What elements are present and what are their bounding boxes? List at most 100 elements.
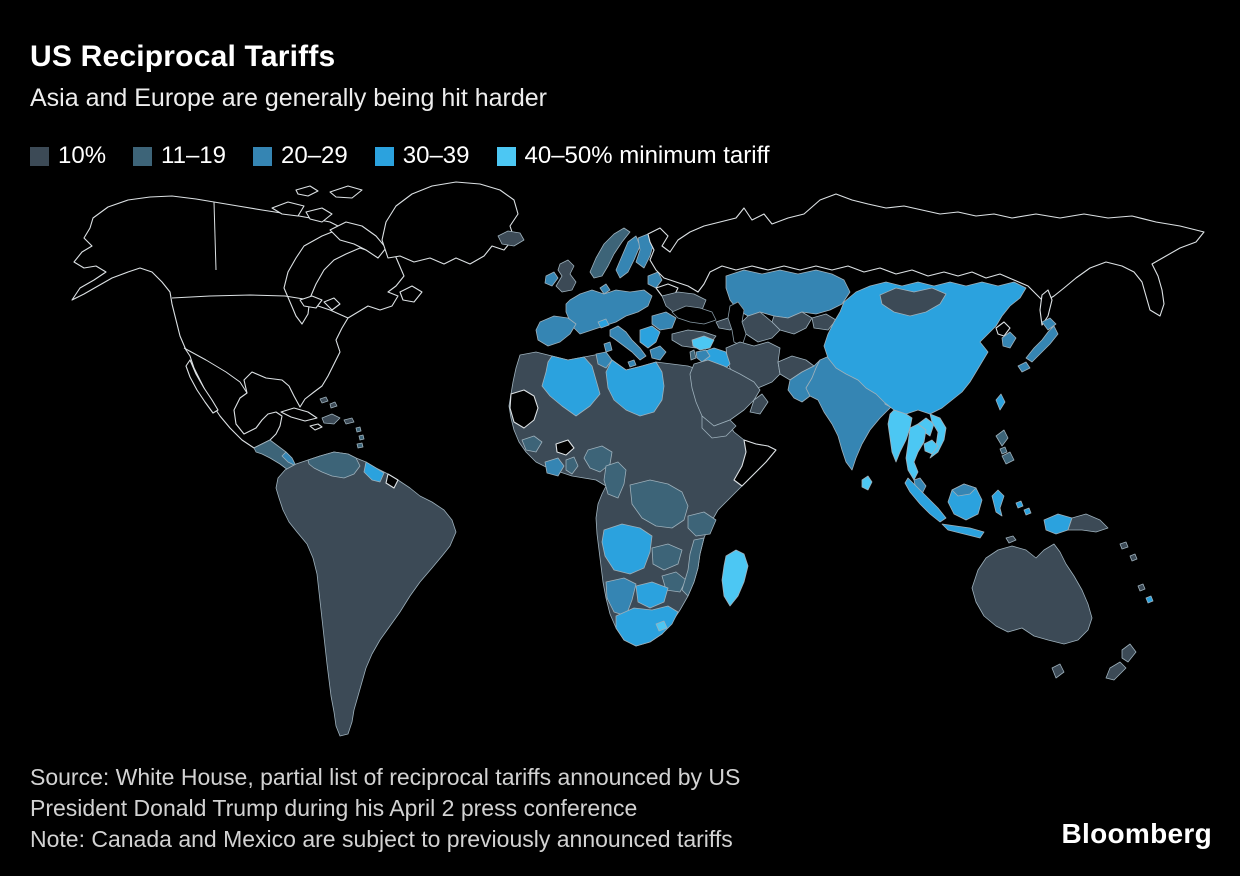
region-russia xyxy=(647,193,1205,317)
region-baltics xyxy=(647,271,663,289)
legend-label-10: 10% xyxy=(58,142,107,169)
region-new-zealand xyxy=(1105,643,1137,681)
region-jamaica xyxy=(309,423,323,431)
region-ghana xyxy=(565,456,579,475)
region-syria xyxy=(691,335,715,351)
legend-label-40-50: 40–50% minimum tariff xyxy=(524,142,770,169)
region-iceland xyxy=(497,230,525,247)
legend-item-10: 10% xyxy=(30,142,106,170)
region-guyana xyxy=(363,461,385,483)
legend-swatch-11-19 xyxy=(133,146,153,166)
region-south-america xyxy=(275,451,457,737)
region-tanzania xyxy=(687,511,717,537)
region-nigeria xyxy=(583,445,613,473)
source-line-1: Source: White House, partial list of rec… xyxy=(30,764,741,790)
region-vietnam xyxy=(929,413,947,459)
region-french-guiana xyxy=(385,473,399,489)
region-myanmar xyxy=(887,409,913,463)
region-baja xyxy=(185,359,219,414)
header: US Reciprocal Tariffs Asia and Europe ar… xyxy=(30,40,547,113)
legend-swatch-30-39 xyxy=(374,146,394,166)
region-ireland xyxy=(544,271,559,287)
black-sea xyxy=(671,305,717,325)
region-cote-divoire xyxy=(544,457,565,477)
region-algeria xyxy=(541,355,601,417)
region-greece xyxy=(649,345,667,361)
region-libya xyxy=(605,359,665,417)
region-oman xyxy=(749,393,769,415)
region-china xyxy=(823,281,1027,415)
region-south-africa xyxy=(615,605,679,647)
region-hispaniola xyxy=(321,413,341,425)
region-fiji xyxy=(1145,595,1154,604)
region-venezuela xyxy=(307,451,361,479)
page-title: US Reciprocal Tariffs xyxy=(30,40,336,73)
region-sulawesi xyxy=(991,489,1005,517)
region-kazakhstan xyxy=(725,269,851,319)
region-nicaragua xyxy=(281,451,297,467)
region-switzerland xyxy=(597,318,610,329)
region-java xyxy=(941,523,985,539)
region-west-papua xyxy=(1043,513,1073,535)
region-cuba xyxy=(280,407,318,422)
region-romania-bulgaria xyxy=(651,311,677,331)
legend-item-40-50: 40–50% minimum tariff xyxy=(496,142,770,170)
region-australia xyxy=(971,543,1093,645)
region-drc xyxy=(629,479,689,529)
region-central-europe xyxy=(565,289,653,335)
region-sumatra xyxy=(904,477,947,523)
source-line-2: President Donald Trump during his April … xyxy=(30,795,638,821)
region-cameroon-gabon xyxy=(603,461,627,499)
region-balkans xyxy=(639,325,661,349)
region-saudi-arabia xyxy=(689,359,761,427)
legend-label-20-29: 20–29 xyxy=(281,142,348,169)
region-norway xyxy=(589,227,631,279)
region-philippines xyxy=(995,429,1015,465)
region-bahamas xyxy=(319,396,338,409)
region-tasmania xyxy=(1051,663,1065,679)
region-somalia xyxy=(733,439,777,487)
region-tunisia xyxy=(595,351,613,369)
region-mozambique xyxy=(681,537,705,597)
region-timor xyxy=(1005,535,1017,544)
region-taiwan xyxy=(995,393,1006,411)
region-denmark xyxy=(599,283,611,295)
legend-swatch-10 xyxy=(30,146,49,166)
region-thailand xyxy=(905,423,927,481)
region-uk xyxy=(555,259,577,293)
source-note: Source: White House, partial list of rec… xyxy=(30,762,740,855)
region-western-sahara-mauritania xyxy=(509,389,539,429)
region-yemen xyxy=(701,415,737,439)
region-madagascar xyxy=(721,549,749,607)
border-alaska-canada xyxy=(213,201,217,271)
legend-label-30-39: 30–39 xyxy=(402,142,470,169)
region-burkina-faso xyxy=(555,439,575,456)
region-mongolia xyxy=(879,287,947,317)
region-guinea xyxy=(521,435,543,453)
legend-item-20-29: 20–29 xyxy=(253,142,348,170)
region-zambia xyxy=(651,543,683,571)
region-angola xyxy=(601,523,653,575)
region-japan xyxy=(1017,317,1059,373)
region-north-america xyxy=(71,195,405,449)
legend: 10% 11–19 20–29 30–39 40–50% minimum tar… xyxy=(30,142,770,170)
region-south-korea xyxy=(1001,331,1017,349)
arctic-islands xyxy=(271,185,387,259)
region-sakhalin xyxy=(1039,289,1053,326)
region-moluccas xyxy=(1015,500,1032,516)
great-lakes xyxy=(299,295,341,311)
region-pacific-islands xyxy=(1119,541,1146,592)
region-papua-new-guinea xyxy=(1067,513,1109,533)
border-us-canada xyxy=(171,294,349,319)
region-puerto-rico xyxy=(343,417,355,425)
legend-swatch-20-29 xyxy=(253,146,273,166)
legend-item-11-19: 11–19 xyxy=(133,142,226,170)
region-botswana xyxy=(635,581,669,609)
caspian-sea xyxy=(727,301,747,347)
region-sri-lanka xyxy=(861,475,873,491)
region-italy xyxy=(603,325,647,368)
region-namibia xyxy=(605,577,637,617)
region-cambodia xyxy=(923,439,939,455)
legend-swatch-40-50 xyxy=(496,146,516,166)
